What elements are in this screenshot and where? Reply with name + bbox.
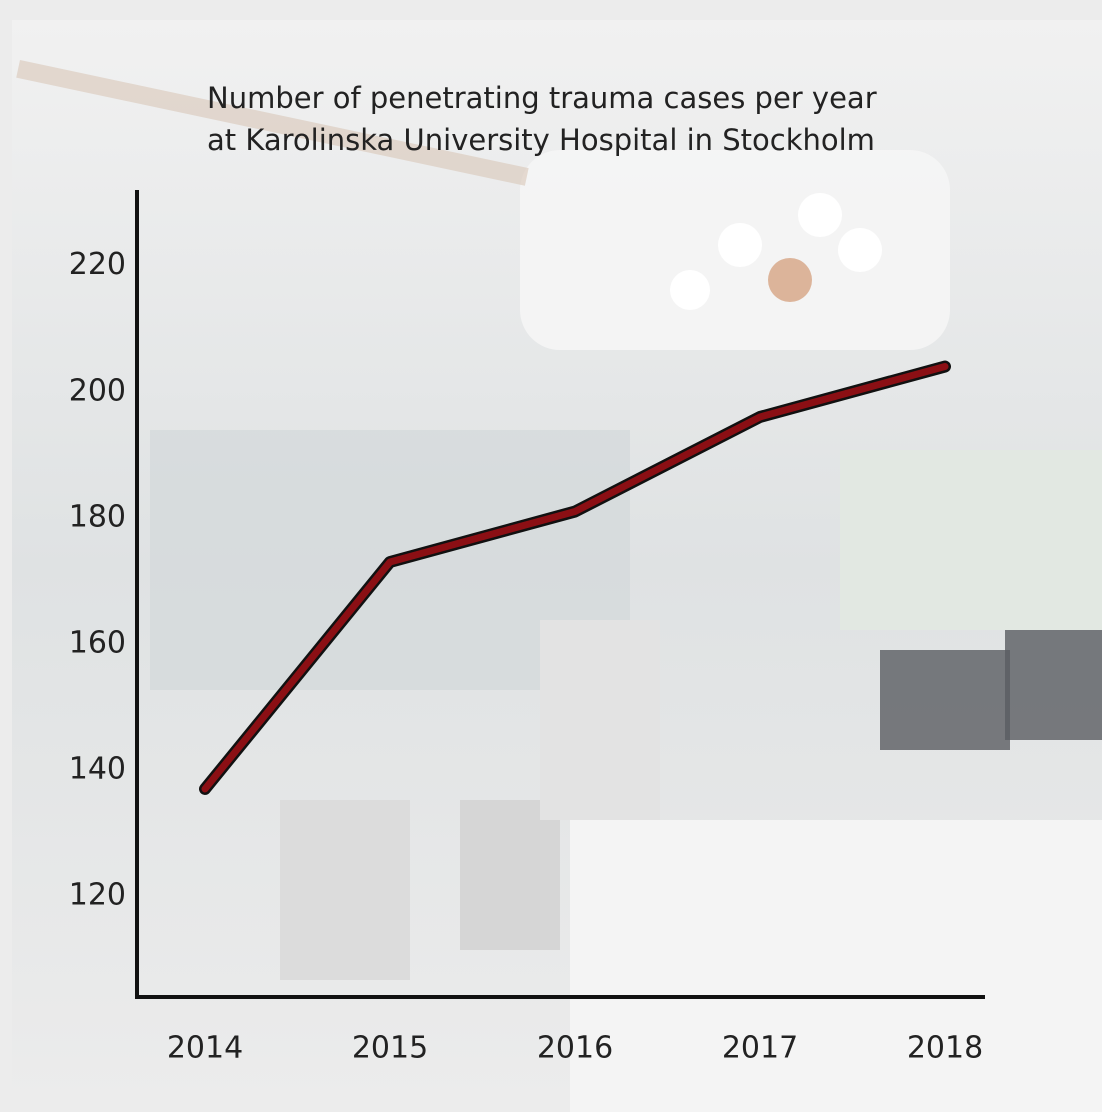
x-tick-label: 2015 [352, 1031, 428, 1066]
x-tick-label: 2018 [907, 1031, 983, 1066]
x-tick-label: 2016 [537, 1031, 613, 1066]
x-tick-label: 2017 [722, 1031, 798, 1066]
y-tick-label: 120 [69, 878, 126, 913]
y-tick-label: 140 [69, 752, 126, 787]
chart-title: at Karolinska University Hospital in Sto… [207, 123, 875, 157]
y-tick-label: 180 [69, 499, 126, 534]
line [201, 363, 949, 793]
y-tick-label: 220 [69, 247, 126, 282]
y-tick-label: 200 [69, 373, 126, 408]
x-tick-label: 2014 [167, 1031, 243, 1066]
chart-title: Number of penetrating trauma cases per y… [207, 81, 877, 115]
y-tick-label: 160 [69, 625, 126, 660]
